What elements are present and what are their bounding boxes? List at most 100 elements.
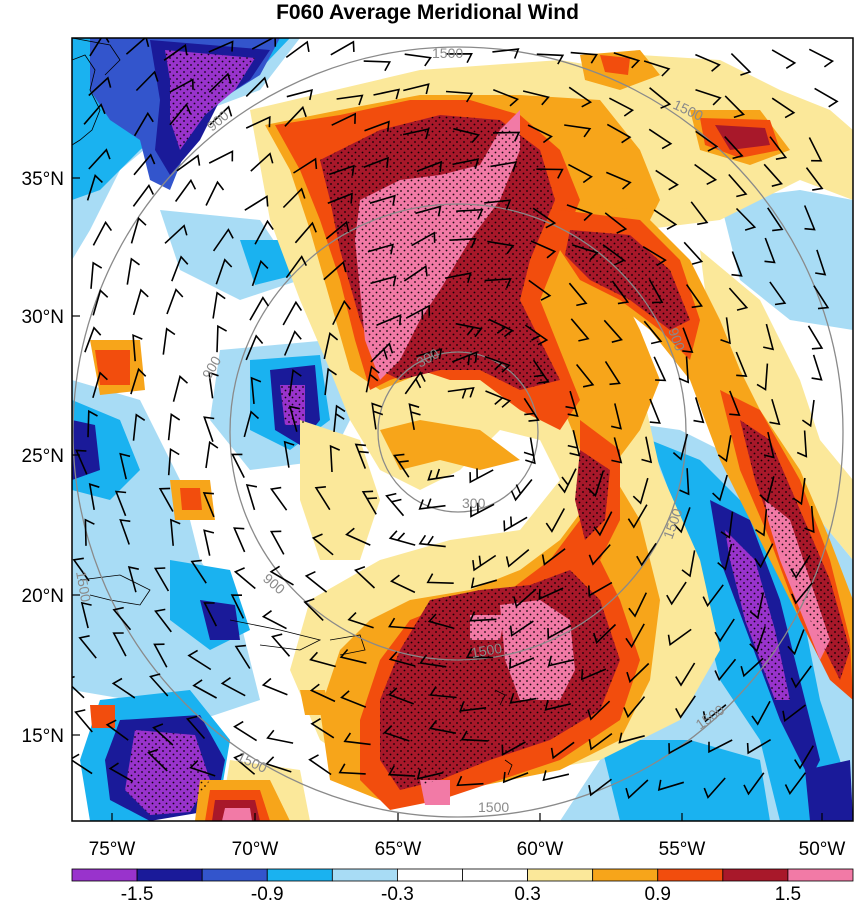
range-ring-1500	[72, 46, 844, 818]
wind-barb	[112, 606, 132, 631]
wind-barb	[209, 105, 233, 126]
wind-barb	[427, 468, 455, 481]
wind-barb	[111, 677, 136, 699]
wind-barb	[587, 700, 611, 721]
wind-barb	[387, 765, 416, 777]
wind-barb	[254, 219, 274, 245]
wind-barb	[220, 677, 246, 697]
wind-barb	[769, 136, 788, 160]
wind-barb	[87, 409, 98, 438]
wind-barb	[459, 701, 487, 712]
wind-barb	[327, 192, 353, 204]
wind-barb	[804, 505, 815, 534]
wind-barb	[714, 658, 737, 682]
wind-barb	[801, 399, 815, 428]
wind-barb	[653, 356, 667, 382]
wind-barb	[130, 367, 147, 395]
wind-barb	[655, 169, 679, 191]
wind-barb	[541, 548, 566, 566]
wind-barb	[720, 511, 734, 539]
wind-barb	[261, 677, 288, 696]
colorbar-swatch	[136, 868, 203, 882]
wind-barb	[212, 228, 234, 252]
lon-tick-label: 75°W	[89, 839, 136, 860]
wind-barb	[203, 602, 218, 627]
wind-barb	[681, 550, 696, 578]
wind-barb	[187, 649, 212, 671]
wind-barb	[503, 516, 528, 532]
wind-barb	[527, 124, 553, 144]
wind-barb	[250, 152, 274, 172]
wind-barb	[418, 534, 446, 548]
wind-barb	[166, 288, 184, 315]
wind-barb	[724, 95, 745, 119]
wind-barb	[323, 260, 347, 281]
wind-barb	[309, 651, 336, 668]
wind-barb	[805, 167, 824, 191]
wind-barb	[416, 348, 443, 362]
wind-barb	[132, 413, 146, 441]
wind-barb	[649, 87, 672, 109]
wind-barb	[538, 587, 564, 601]
wind-barb	[657, 779, 685, 791]
wind-barb	[427, 613, 455, 630]
wind-barb	[404, 371, 426, 395]
wind-barb	[566, 204, 593, 222]
wind-barb	[544, 699, 571, 711]
wind-barb	[402, 128, 430, 139]
wind-barb	[388, 617, 416, 630]
wind-barb	[728, 173, 748, 198]
wind-barb	[667, 628, 692, 647]
wind-barb	[604, 212, 628, 234]
wind-barb	[333, 404, 346, 432]
range-ring-300	[377, 351, 539, 513]
wind-barb	[419, 654, 447, 668]
wind-barb	[393, 453, 410, 478]
wind-barb	[735, 351, 748, 378]
wind-barb	[167, 447, 180, 476]
wind-barb	[202, 491, 215, 518]
wind-barb	[445, 90, 474, 103]
wind-barb	[703, 777, 726, 799]
wind-barb	[683, 241, 704, 265]
wind-barb	[547, 624, 572, 640]
wind-barb	[72, 557, 90, 582]
wind-barb	[192, 679, 217, 699]
wind-barb	[493, 88, 520, 107]
wind-barb	[702, 704, 727, 723]
wind-barb	[250, 376, 262, 404]
wind-barb	[416, 768, 444, 780]
wind-barb	[492, 48, 520, 59]
wind-barb	[340, 690, 367, 708]
wind-barb	[403, 265, 428, 282]
wind-barb	[233, 527, 246, 553]
wind-barb	[265, 756, 292, 773]
wind-barb	[807, 325, 824, 350]
wind-barb	[763, 323, 775, 351]
wind-barb	[769, 281, 787, 306]
wind-barb	[133, 153, 156, 176]
wind-barb	[119, 452, 131, 480]
wind-barb	[189, 760, 216, 777]
plot-frame	[71, 37, 854, 822]
wind-barb	[354, 566, 376, 589]
wind-barb	[244, 195, 269, 211]
wind-barb	[452, 158, 480, 170]
wind-barb	[751, 700, 771, 726]
wind-barb	[568, 86, 593, 108]
wind-barb	[416, 160, 443, 172]
wind-barb	[88, 148, 111, 170]
coastlines	[72, 38, 513, 776]
wind-barb	[611, 437, 623, 464]
colorbar-swatch	[657, 868, 724, 882]
wind-barb	[808, 137, 823, 162]
wind-barb	[169, 518, 181, 546]
wind-barb	[343, 732, 371, 746]
wind-barb	[730, 53, 752, 76]
wind-barb	[92, 371, 108, 399]
wind-barb	[245, 76, 269, 97]
significance-stipple	[125, 50, 850, 815]
wind-barb	[169, 78, 194, 93]
lat-tick-label: 20°N	[22, 586, 64, 607]
